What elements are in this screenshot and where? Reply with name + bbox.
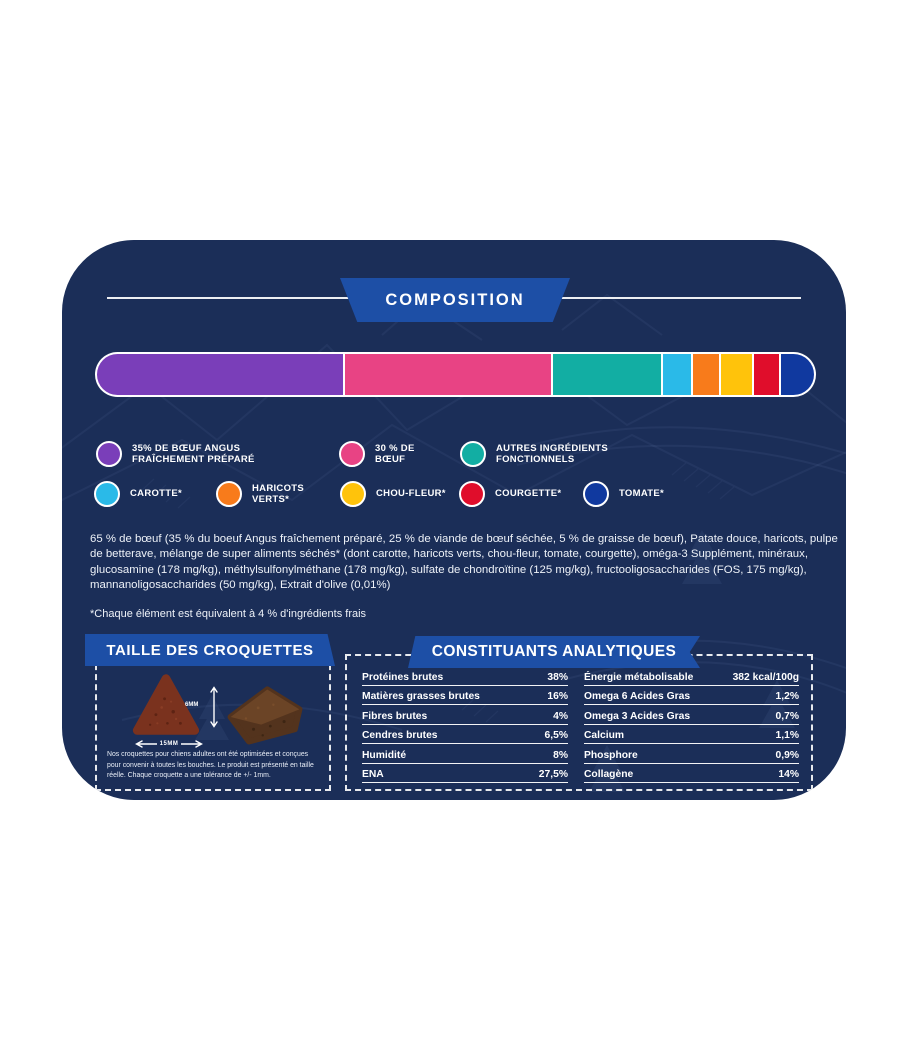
table-row: Omega 3 Acides Gras 0,7% <box>584 705 799 725</box>
kibble-note-text: Nos croquettes pour chiens adultes ont é… <box>107 751 314 779</box>
legend-color-dot <box>339 441 365 467</box>
legend-label: 30 % DE BŒUF <box>375 442 415 466</box>
row-value: 6,5% <box>544 730 568 741</box>
table-row: Énergie métabolisable 382 kcal/100g <box>584 666 799 686</box>
analytical-box: Protéines brutes 38% Matières grasses bru… <box>345 654 813 791</box>
composition-bar-segment <box>662 354 691 395</box>
legend-item-boeuf: 30 % DE BŒUF <box>339 441 415 467</box>
table-row: Omega 6 Acides Gras 1,2% <box>584 686 799 705</box>
row-label: Fibres brutes <box>362 710 428 722</box>
row-value: 1,2% <box>775 691 799 702</box>
legend-item-boeuf-angus: 35% DE BŒUF ANGUS FRAÎCHEMENT PRÉPARÉ <box>96 441 255 467</box>
row-value: 0,9% <box>775 749 799 761</box>
legend-item-autres-ingredients: AUTRES INGRÉDIENTS FONCTIONNELS <box>460 441 608 467</box>
table-row: ENA 27,5% <box>362 764 568 783</box>
row-label: Cendres brutes <box>362 730 438 741</box>
table-row: Protéines brutes 38% <box>362 666 568 686</box>
analytical-left-column: Protéines brutes 38% Matières grasses bru… <box>362 666 568 783</box>
row-label: Omega 6 Acides Gras <box>584 691 691 702</box>
height-arrow-icon <box>210 686 218 728</box>
composition-bar-segment <box>780 354 814 395</box>
table-row: Collagène 14% <box>584 764 799 783</box>
row-label: Phosphore <box>584 749 638 761</box>
analytical-ribbon: CONSTITUANTS ANALYTIQUES <box>408 636 700 668</box>
row-label: ENA <box>362 769 384 780</box>
row-label: Calcium <box>584 730 625 741</box>
product-info-card: COMPOSITION 35% DE BŒUF ANGUS FRAÎCHEMEN… <box>62 240 846 800</box>
row-value: 4% <box>553 710 568 722</box>
row-value: 8% <box>553 749 568 761</box>
legend-item-haricots-verts: HARICOTS VERTS* <box>216 481 304 507</box>
table-row: Phosphore 0,9% <box>584 744 799 764</box>
legend-label: HARICOTS VERTS* <box>252 482 305 506</box>
legend-label: 35% DE BŒUF ANGUS FRAÎCHEMENT PRÉPARÉ <box>132 442 255 466</box>
legend-item-carotte: CAROTTE* <box>94 481 182 507</box>
composition-bar-segment <box>97 354 344 395</box>
legend-color-dot <box>340 481 366 507</box>
analytical-right-column: Énergie métabolisable 382 kcal/100g Omega… <box>584 666 799 783</box>
composition-bar-segment <box>553 354 661 395</box>
row-value: 0,7% <box>775 710 799 722</box>
legend-color-dot <box>460 441 486 467</box>
row-value: 382 kcal/100g <box>732 671 799 683</box>
legend-color-dot <box>94 481 120 507</box>
kibble-width-label: 15MM <box>159 741 179 747</box>
table-row: Cendres brutes 6,5% <box>362 725 568 744</box>
row-label: Humidité <box>362 749 407 761</box>
composition-title: COMPOSITION <box>385 290 525 309</box>
legend-item-tomate: TOMATE* <box>583 481 664 507</box>
row-label: Collagène <box>584 769 634 780</box>
kibble-height-label: 6MM <box>185 702 199 708</box>
ingredients-text: 65 % de bœuf (35 % du boeuf Angus fraîch… <box>90 533 838 591</box>
table-row: Calcium 1,1% <box>584 725 799 744</box>
row-value: 14% <box>778 769 799 780</box>
kibble-size-ribbon: TAILLE DES CROQUETTES <box>85 634 335 666</box>
kibble-size-box: 15MM 6MM Nos croquettes pour chiens adul… <box>95 654 331 791</box>
composition-stacked-bar <box>95 352 816 397</box>
legend-label: CAROTTE* <box>130 488 183 500</box>
legend-label: TOMATE* <box>619 488 665 500</box>
legend-label: AUTRES INGRÉDIENTS FONCTIONNELS <box>496 442 609 466</box>
composition-bar-segment <box>721 354 752 395</box>
row-label: Protéines brutes <box>362 671 444 683</box>
legend-item-courgette: COURGETTE* <box>459 481 561 507</box>
table-row: Matières grasses brutes 16% <box>362 686 568 705</box>
table-row: Humidité 8% <box>362 744 568 764</box>
legend-color-dot <box>583 481 609 507</box>
table-row: Fibres brutes 4% <box>362 705 568 725</box>
analytical-title: CONSTITUANTS ANALYTIQUES <box>431 643 677 660</box>
composition-bar-segment <box>692 354 720 395</box>
kibble-side-view-image <box>227 686 303 745</box>
arrow-right-icon <box>181 740 204 748</box>
legend-color-dot <box>96 441 122 467</box>
row-label: Énergie métabolisable <box>584 671 694 683</box>
ingredients-footnote: *Chaque élément est équivalent à 4 % d'i… <box>90 608 367 620</box>
row-value: 27,5% <box>538 769 568 780</box>
composition-bar-segment <box>345 354 552 395</box>
row-value: 1,1% <box>775 730 799 741</box>
legend-color-dot <box>459 481 485 507</box>
row-value: 16% <box>547 691 568 702</box>
legend-label: CHOU-FLEUR* <box>376 488 446 500</box>
composition-bar-segment <box>753 354 779 395</box>
composition-ribbon: COMPOSITION <box>340 278 570 322</box>
legend-label: COURGETTE* <box>495 488 562 500</box>
kibble-width-dimension: 15MM <box>123 740 215 748</box>
kibble-size-title: TAILLE DES CROQUETTES <box>106 641 314 659</box>
legend-color-dot <box>216 481 242 507</box>
arrow-left-icon <box>134 740 157 748</box>
row-label: Matières grasses brutes <box>362 691 480 702</box>
legend-item-chou-fleur: CHOU-FLEUR* <box>340 481 446 507</box>
kibble-top-view-image <box>132 674 200 735</box>
row-label: Omega 3 Acides Gras <box>584 710 691 722</box>
row-value: 38% <box>547 671 568 683</box>
